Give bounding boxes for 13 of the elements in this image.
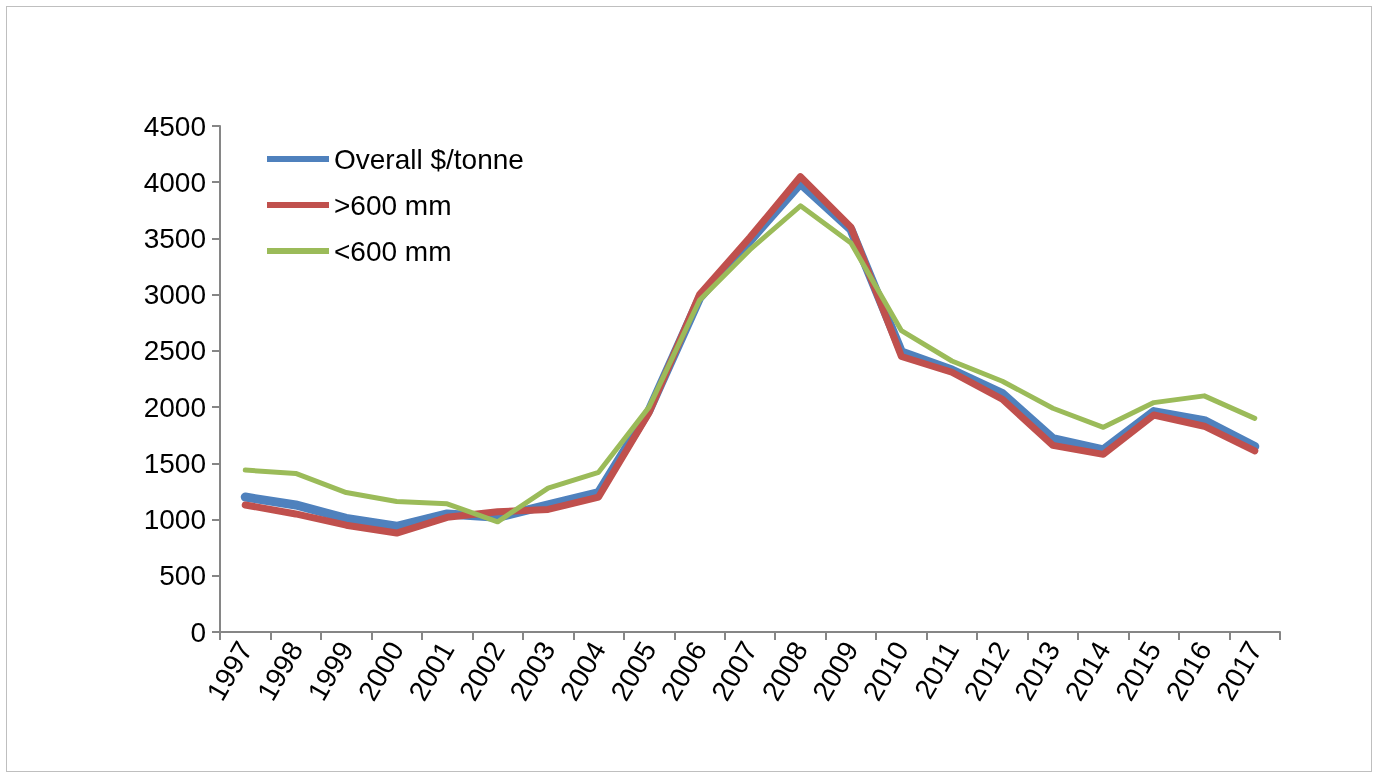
y-tick-label: 2000 <box>143 391 206 423</box>
y-tick-label: 0 <box>190 616 206 648</box>
y-tick-label: 1500 <box>143 447 206 479</box>
y-tick-label: 3000 <box>143 279 206 311</box>
y-tick-label: 2500 <box>143 335 206 367</box>
legend-label: Overall $/tonne <box>334 143 524 175</box>
legend-label: <600 mm <box>334 235 452 267</box>
y-tick-label: 1000 <box>143 504 206 536</box>
y-tick-label: 4000 <box>143 166 206 198</box>
y-tick-label: 3500 <box>143 222 206 254</box>
y-tick-label: 500 <box>159 560 206 592</box>
y-tick-label: 4500 <box>143 110 206 142</box>
legend-label: >600 mm <box>334 189 452 221</box>
